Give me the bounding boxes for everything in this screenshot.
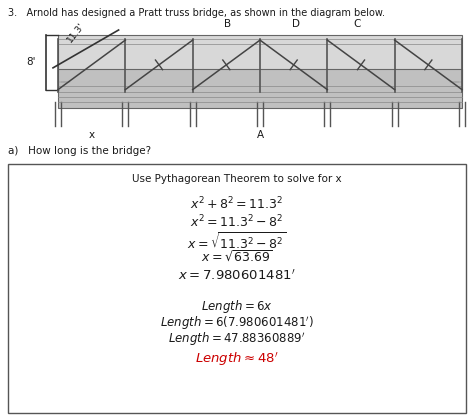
Bar (8, 164, 466, 413)
Text: $x = 7.980601481'$: $x = 7.980601481'$ (178, 268, 296, 283)
Text: D: D (292, 19, 301, 29)
Text: C: C (353, 19, 361, 29)
Text: $x^2 = 11.3^2 - 8^2$: $x^2 = 11.3^2 - 8^2$ (190, 214, 284, 231)
Text: $Length = 47.88360889'$: $Length = 47.88360889'$ (168, 330, 306, 347)
Text: $x^2 + 8^2 = 11.3^2$: $x^2 + 8^2 = 11.3^2$ (190, 196, 284, 213)
Text: 11.3': 11.3' (65, 20, 86, 44)
Text: $x = \sqrt{11.3^2 - 8^2}$: $x = \sqrt{11.3^2 - 8^2}$ (187, 232, 287, 253)
Text: $Length \approx 48'$: $Length \approx 48'$ (195, 350, 279, 367)
Text: A: A (256, 130, 264, 140)
Text: a)   How long is the bridge?: a) How long is the bridge? (8, 146, 151, 156)
Text: Use Pythagorean Theorem to solve for x: Use Pythagorean Theorem to solve for x (132, 174, 342, 184)
Text: x: x (89, 130, 95, 140)
Text: $Length = 6(7.980601481')$: $Length = 6(7.980601481')$ (160, 314, 314, 331)
Text: 8': 8' (27, 57, 36, 67)
Text: $Length = 6x$: $Length = 6x$ (201, 298, 273, 315)
Text: $x = \sqrt{63.69}$: $x = \sqrt{63.69}$ (201, 250, 273, 265)
Text: B: B (224, 19, 231, 29)
Text: 3.   Arnold has designed a Pratt truss bridge, as shown in the diagram below.: 3. Arnold has designed a Pratt truss bri… (8, 8, 385, 18)
Bar (58, 69, 462, 108)
Bar (58, 35, 462, 90)
